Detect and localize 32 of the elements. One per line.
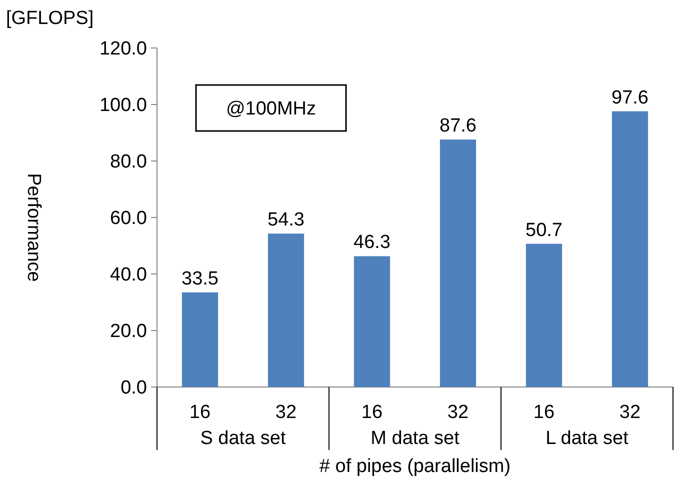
x-axis-title: # of pipes (parallelism) [319, 456, 511, 477]
x-tick-label: 16 [533, 402, 555, 423]
data-label: 50.7 [526, 220, 562, 241]
y-tick-label: 20.0 [110, 321, 147, 342]
bar [526, 244, 562, 387]
x-tick-label: 32 [447, 402, 469, 423]
text: [GFLOPS] [6, 8, 94, 29]
y-tick-label: 120.0 [99, 38, 147, 60]
bar [612, 111, 648, 387]
x-tick-label: 16 [189, 402, 211, 423]
data-label: 33.5 [182, 268, 218, 290]
x-tick-label: 32 [619, 402, 641, 423]
y-axis-title: Performance [23, 173, 44, 282]
text: L data set [546, 428, 630, 449]
y-tick-label: 40.0 [110, 264, 147, 286]
bar [354, 256, 390, 387]
y-tick-label: 80.0 [110, 152, 147, 173]
data-label: 87.6 [440, 116, 476, 137]
y-tick-label: 60.0 [110, 208, 147, 230]
x-tick-label: 32 [275, 402, 297, 423]
data-label: 46.3 [354, 232, 390, 254]
data-label: 97.6 [612, 87, 648, 108]
data-label: 54.3 [268, 210, 304, 231]
y-tick-label: 0.0 [120, 378, 147, 399]
annotation: @100MHz [226, 98, 316, 120]
bar [268, 234, 304, 387]
text: S data set [200, 428, 286, 449]
bar [440, 140, 476, 387]
text: M data set [370, 428, 460, 449]
bar [182, 292, 218, 387]
y-tick-label: 100.0 [99, 95, 147, 116]
x-tick-label: 16 [361, 402, 383, 423]
